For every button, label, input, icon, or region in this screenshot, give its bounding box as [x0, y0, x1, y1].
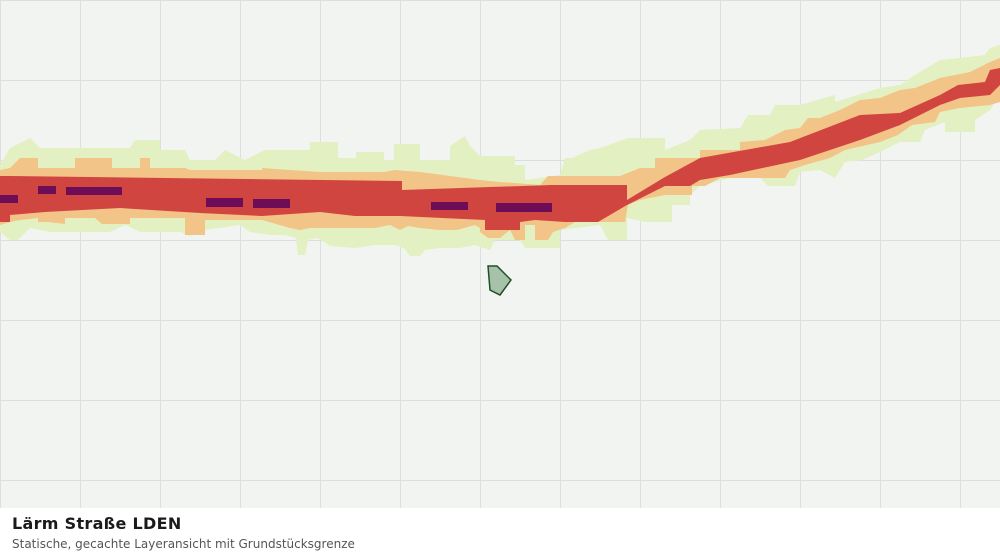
caption: Lärm Straße LDEN Statische, gecachte Lay… [0, 508, 1000, 560]
noise-zone-high [0, 68, 1000, 230]
map-title: Lärm Straße LDEN [12, 514, 182, 533]
parcel-boundary [487, 265, 512, 296]
noise-zone-very-high [0, 186, 552, 212]
map-canvas [0, 0, 1000, 508]
tile-grid [0, 0, 1000, 508]
map-background [0, 0, 1000, 508]
map-subtitle: Statische, gecachte Layeransicht mit Gru… [12, 537, 355, 551]
